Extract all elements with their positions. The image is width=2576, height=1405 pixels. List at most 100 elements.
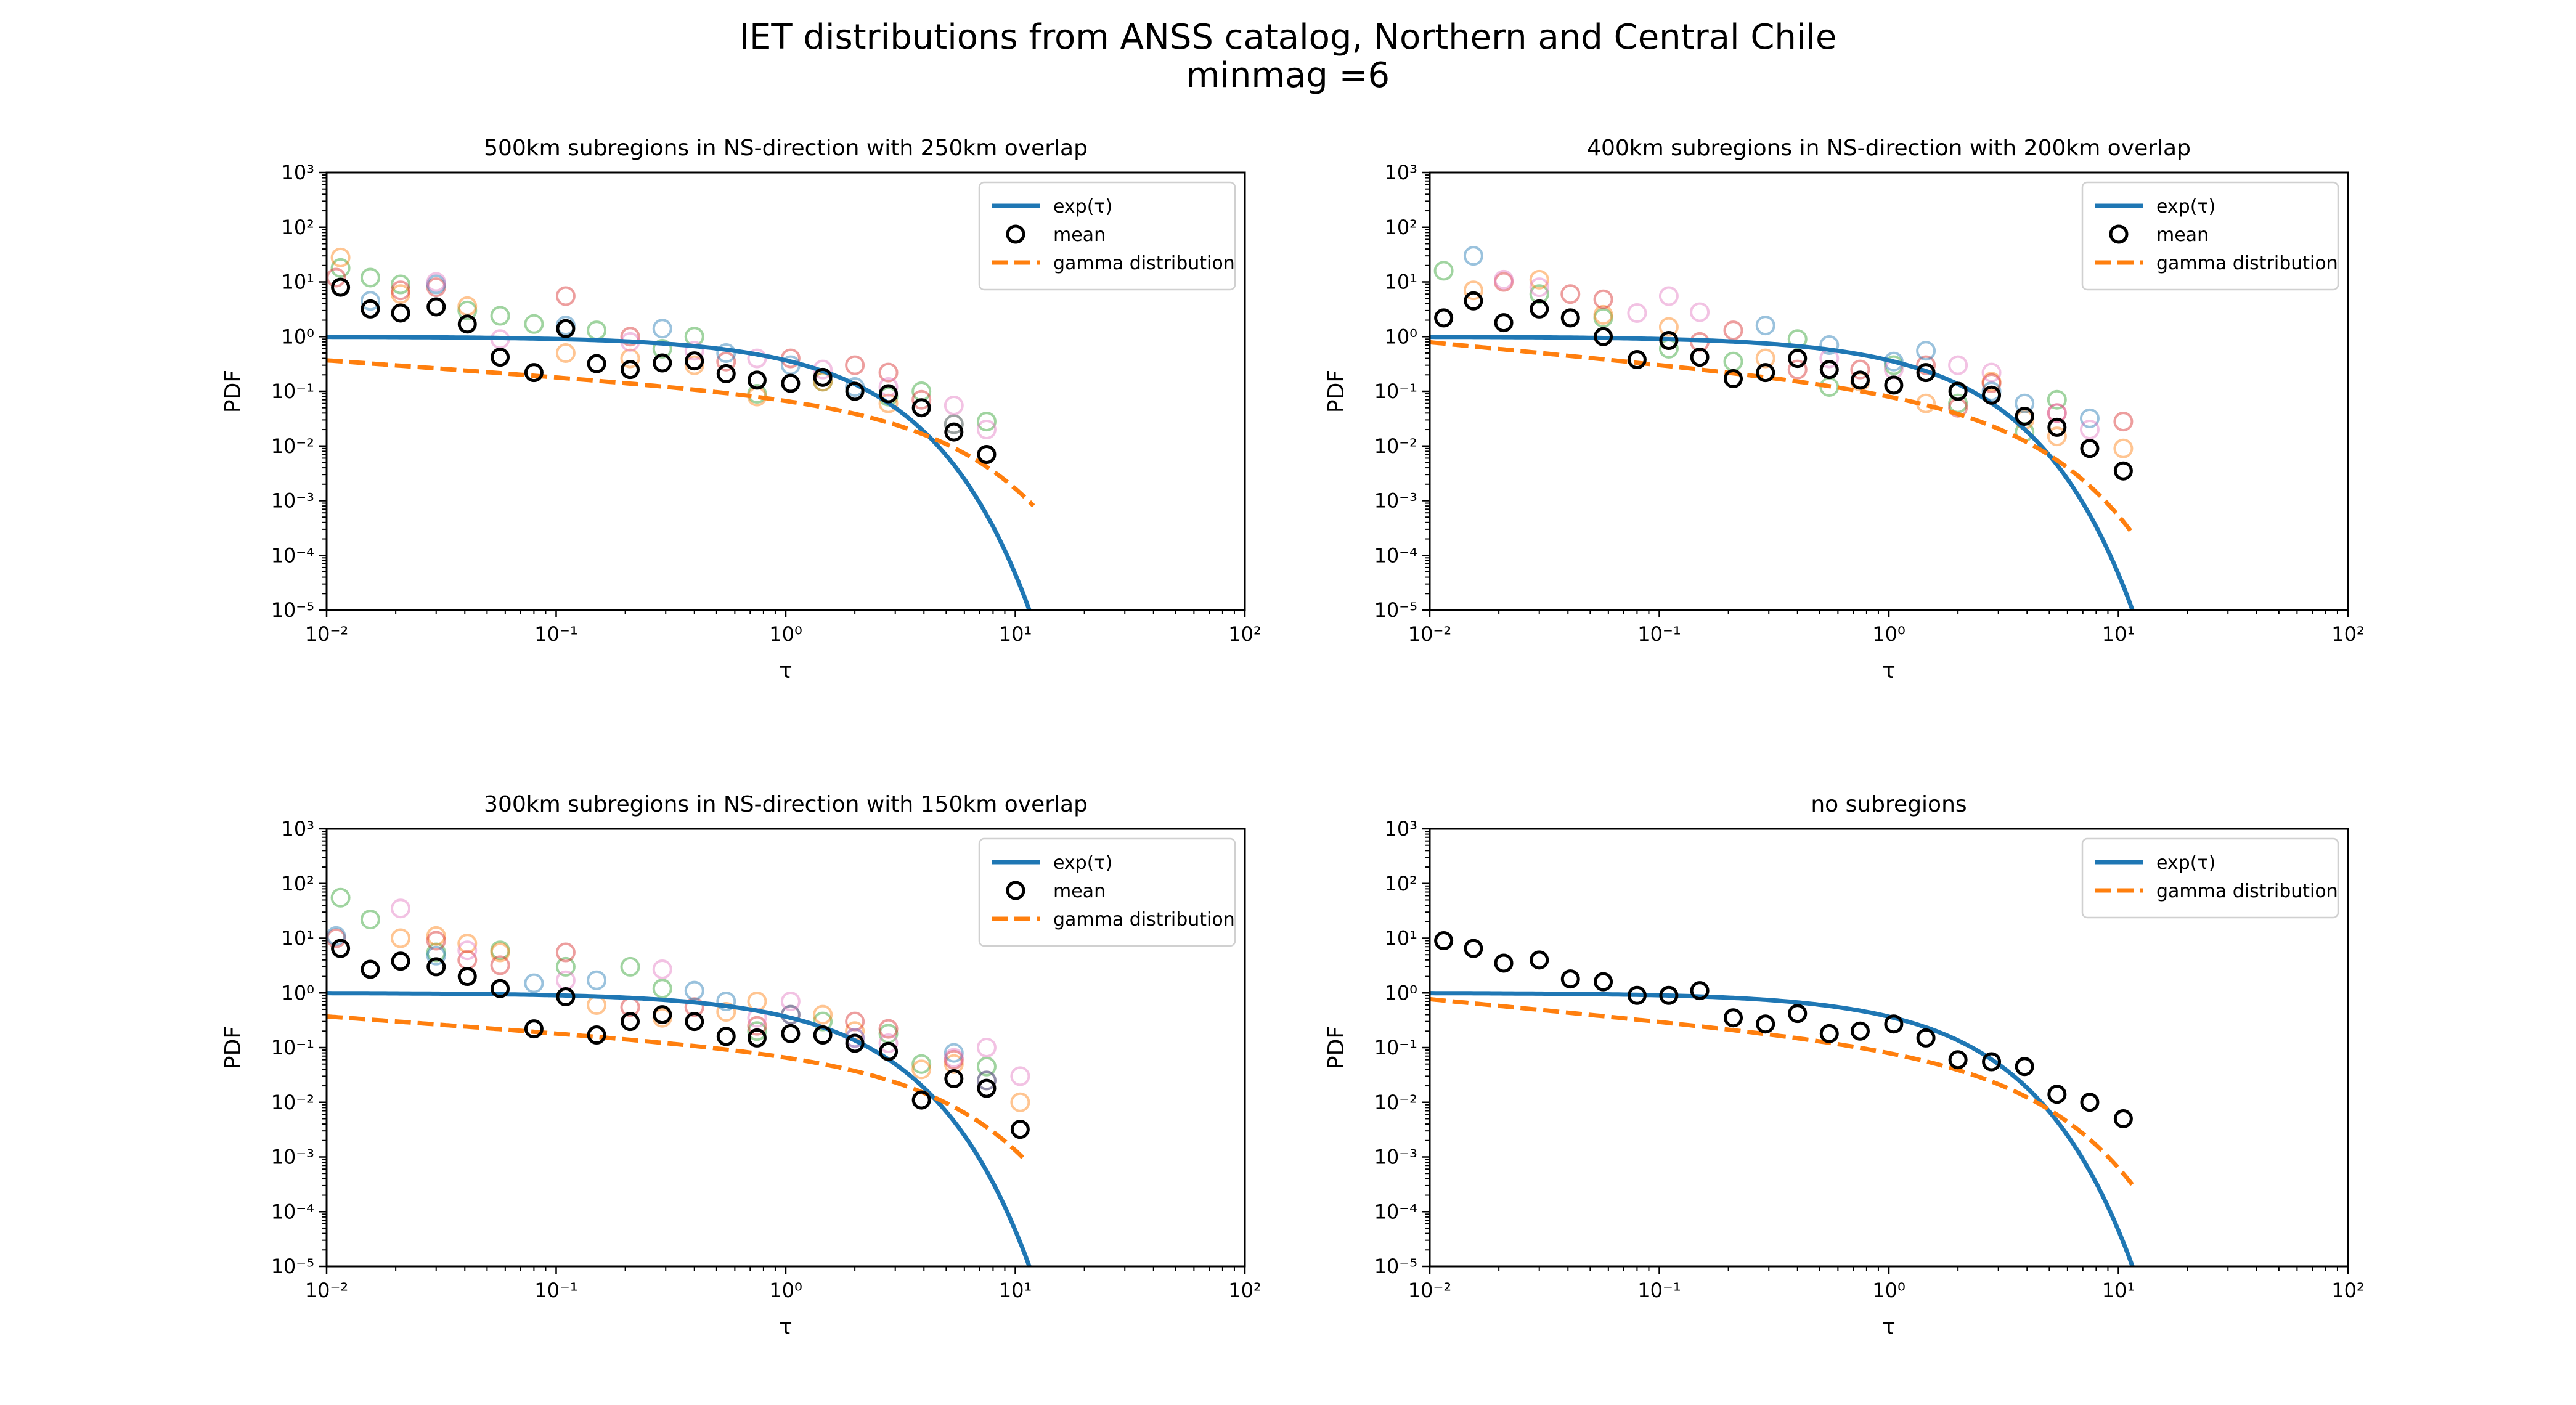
subregion-point [524,973,544,993]
x-tick-label: 10¹ [2102,622,2135,646]
subregion-point [426,277,446,298]
mean-point [2080,1093,2100,1112]
mean-point [781,373,801,393]
subregion-point [391,928,411,948]
mean-point [621,360,640,380]
mean-point [977,444,997,464]
mean-point [1884,1014,1904,1034]
mean-point [2047,1085,2067,1104]
y-tick-label: 10⁻⁵ [271,598,314,622]
y-tick-label: 10⁻⁵ [271,1255,314,1278]
subregion-point [1593,304,1613,325]
exp-curve [1430,991,2135,1266]
subregion-point [330,258,351,278]
mean-point [1850,1021,1870,1041]
legend-label: gamma distribution [1053,253,1235,274]
subregion-point [555,286,576,306]
mean-point [391,951,410,971]
plot-area [1430,246,2135,610]
legend: exp(τ) gamma distribution [2081,837,2339,919]
subregion-point [1850,359,1870,380]
subregion-point [457,940,478,961]
x-axis-label: τ [1882,1314,1896,1340]
y-tick-label: 10¹ [281,271,314,294]
chart-panel-3: 300km subregions in NS-direction with 15… [221,792,1262,1340]
y-tick-label: 10¹ [1384,271,1417,294]
subregion-point [944,1049,964,1070]
mean-point [1690,348,1710,367]
legend-frame [978,181,1236,291]
y-tick-label: 10³ [1384,817,1417,841]
subregion-series [327,267,932,410]
gamma-curve [327,358,1035,508]
subregion-point [747,1016,767,1036]
mean-point [879,384,899,404]
mean-point [1659,985,1679,1005]
subregion-point [1755,316,1775,336]
subregion-point [555,343,576,363]
subregion-point [587,320,607,341]
suptitle-line-2: minmag =6 [1186,55,1390,96]
mean-point [587,354,606,373]
mean-point [813,1025,833,1045]
legend-mean-marker [2109,224,2129,244]
mean-point [813,367,833,387]
chart-panel-2: 400km subregions in NS-direction with 20… [1324,136,2365,683]
subregion-point [1981,373,2002,394]
mean-point [426,297,446,317]
subregion-point [1690,302,1710,322]
subregion-point [360,910,380,930]
subregion-point [587,995,607,1015]
y-tick-label: 10⁻⁴ [1374,544,1417,567]
chart-panel-4: no subregions 10⁻² 10⁻¹ 10⁰ 10¹ 10² 10⁻⁵ 10⁻⁴ 10… [1324,792,2365,1340]
mean-point [911,398,931,418]
subregion-point [780,991,801,1011]
mean-point [1560,969,1580,989]
y-tick-label: 10⁻⁴ [271,1200,314,1223]
x-tick-label: 10⁻¹ [534,622,577,646]
subregion-point [1658,286,1679,306]
subregion-point [1981,362,2002,383]
x-tick-label: 10⁻¹ [534,1279,577,1302]
mean-point [1464,939,1483,958]
subregion-point [976,420,997,440]
x-tick-label: 10⁰ [1872,1279,1906,1302]
mean-point [685,1012,704,1032]
suptitle-line-1: IET distributions from ANSS catalog, Nor… [739,17,1837,57]
mean-point [747,370,767,390]
mean-point [1724,369,1743,389]
y-tick-label: 10⁰ [1384,981,1417,1004]
x-tick-label: 10² [2331,622,2365,646]
mean-point [524,1019,544,1039]
subregion-point [1658,317,1679,337]
subregion-point [426,942,446,963]
subregion-point [652,319,672,339]
subregion-point [555,956,576,977]
subregion-point [684,355,704,375]
legend: exp(τ) mean gamma distribution [978,837,1236,947]
mean-point [1434,308,1454,328]
axes-frame [1429,171,2349,611]
mean-point [1690,981,1710,1001]
subregion-point [1627,303,1647,323]
subregion-point [944,1054,964,1074]
mean-point [331,939,351,958]
y-tick-label: 10¹ [1384,927,1417,950]
mean-point [1948,1050,1968,1070]
y-tick-label: 10⁰ [281,981,314,1004]
y-tick-label: 10³ [281,161,314,184]
y-tick-label: 10³ [281,817,314,841]
y-tick-label: 10⁻² [1374,1091,1417,1114]
subregion-point [878,377,899,397]
subregion-point [976,1070,997,1091]
subregion-point [1593,307,1613,328]
subregion-point [2047,403,2067,423]
mean-point [1494,313,1514,333]
mean-point [361,959,380,979]
subregion-point [976,1056,997,1077]
mean-point [457,314,477,334]
subregion-point [1819,335,1840,355]
mean-point [1819,1024,1839,1043]
y-tick-label: 10² [281,872,314,895]
subregion-point [391,898,411,919]
